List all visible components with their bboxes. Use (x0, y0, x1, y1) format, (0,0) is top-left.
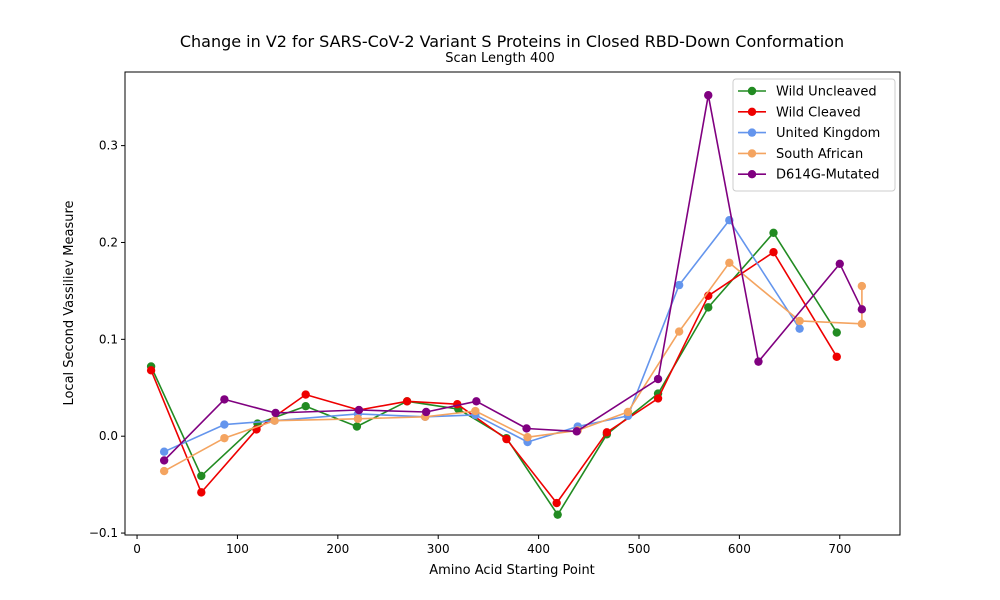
data-point (674, 327, 684, 336)
data-point (270, 416, 279, 425)
y-tick-label: −0.1 (89, 526, 118, 540)
chart-title: Change in V2 for SARS-CoV-2 Variant S Pr… (180, 32, 844, 51)
data-point (523, 432, 532, 442)
legend-swatch-marker (747, 86, 757, 96)
legend-swatch-marker (747, 128, 757, 137)
data-point (301, 390, 310, 399)
data-point (553, 510, 562, 519)
data-point (197, 488, 206, 497)
data-point (623, 407, 633, 417)
y-tick-label: 0.2 (99, 235, 118, 249)
data-point (653, 394, 663, 403)
data-point (795, 324, 804, 333)
legend-item: D614G-Mutated (738, 168, 879, 183)
y-tick-label: 0.1 (99, 332, 118, 346)
series-line (163, 219, 801, 453)
data-point (725, 258, 734, 268)
data-point (704, 91, 713, 100)
x-tick-label: 500 (628, 542, 651, 556)
data-point (769, 228, 778, 237)
data-point (552, 498, 561, 508)
data-point (653, 374, 663, 384)
data-point (572, 427, 581, 436)
legend-label: South African (776, 147, 863, 162)
data-point (857, 319, 867, 329)
data-point (704, 303, 713, 312)
legend-item: United Kingdom (738, 126, 880, 141)
legend-label: D614G-Mutated (776, 168, 879, 183)
y-tick-label: 0.3 (99, 139, 118, 153)
chart-subtitle: Scan Length 400 (445, 51, 555, 66)
x-tick-label: 600 (728, 542, 751, 556)
legend: Wild Uncleaved Wild Cleaved United Kingdom… (732, 78, 896, 192)
data-point (502, 434, 511, 444)
data-point (352, 422, 362, 431)
data-point (220, 395, 229, 404)
data-point (146, 366, 156, 375)
data-point (471, 406, 480, 416)
series-line (150, 251, 838, 504)
data-point (354, 405, 364, 415)
x-tick-label: 700 (828, 542, 851, 556)
legend-swatch-marker (747, 107, 757, 117)
legend-item: South African (738, 147, 863, 162)
data-point (832, 328, 841, 337)
data-point (674, 280, 684, 290)
axes-frame (124, 71, 901, 536)
data-point (522, 424, 531, 433)
legend-swatch-marker (747, 170, 757, 179)
series-4 (159, 91, 867, 465)
data-point (795, 316, 804, 326)
y-axis-label: Local Second Vassiliev Measure (62, 200, 77, 405)
series-line (150, 232, 838, 516)
data-point (301, 401, 310, 411)
data-point (220, 433, 229, 443)
data-point (857, 281, 867, 291)
legend-item: Wild Cleaved (738, 105, 861, 120)
data-point (353, 414, 363, 423)
plot-area: 0 100 200 300 400 500 600 700 −0.1 0.0 0.1 0.2 0.3 (89, 71, 901, 556)
data-point (421, 407, 431, 417)
series-1 (146, 247, 841, 508)
x-tick-label: 0 (133, 542, 141, 556)
data-point (159, 456, 169, 465)
y-tick-label: 0.0 (99, 429, 118, 443)
series-line (163, 261, 863, 472)
legend-label: United Kingdom (776, 126, 880, 141)
x-tick-label: 300 (427, 542, 450, 556)
data-point (159, 466, 169, 476)
x-tick-label: 100 (226, 542, 249, 556)
legend-box (732, 78, 896, 192)
series-0 (146, 228, 841, 519)
data-point (835, 259, 844, 268)
legend-label: Wild Cleaved (776, 105, 861, 120)
legend-label: Wild Uncleaved (776, 85, 877, 100)
data-point (857, 305, 867, 314)
series-3 (159, 258, 867, 476)
legend-item: Wild Uncleaved (738, 85, 877, 100)
data-point (769, 247, 778, 257)
data-point (271, 408, 280, 418)
x-tick-label: 400 (527, 542, 550, 556)
data-point (472, 397, 481, 406)
data-point (220, 420, 229, 429)
data-point (602, 428, 612, 437)
legend-swatch-marker (747, 149, 757, 158)
data-point (754, 357, 763, 366)
data-point (159, 447, 169, 456)
data-point (832, 352, 841, 361)
x-tick-label: 200 (326, 542, 349, 556)
data-point (402, 397, 412, 406)
x-axis-label: Amino Acid Starting Point (429, 563, 595, 578)
data-point (197, 471, 206, 481)
